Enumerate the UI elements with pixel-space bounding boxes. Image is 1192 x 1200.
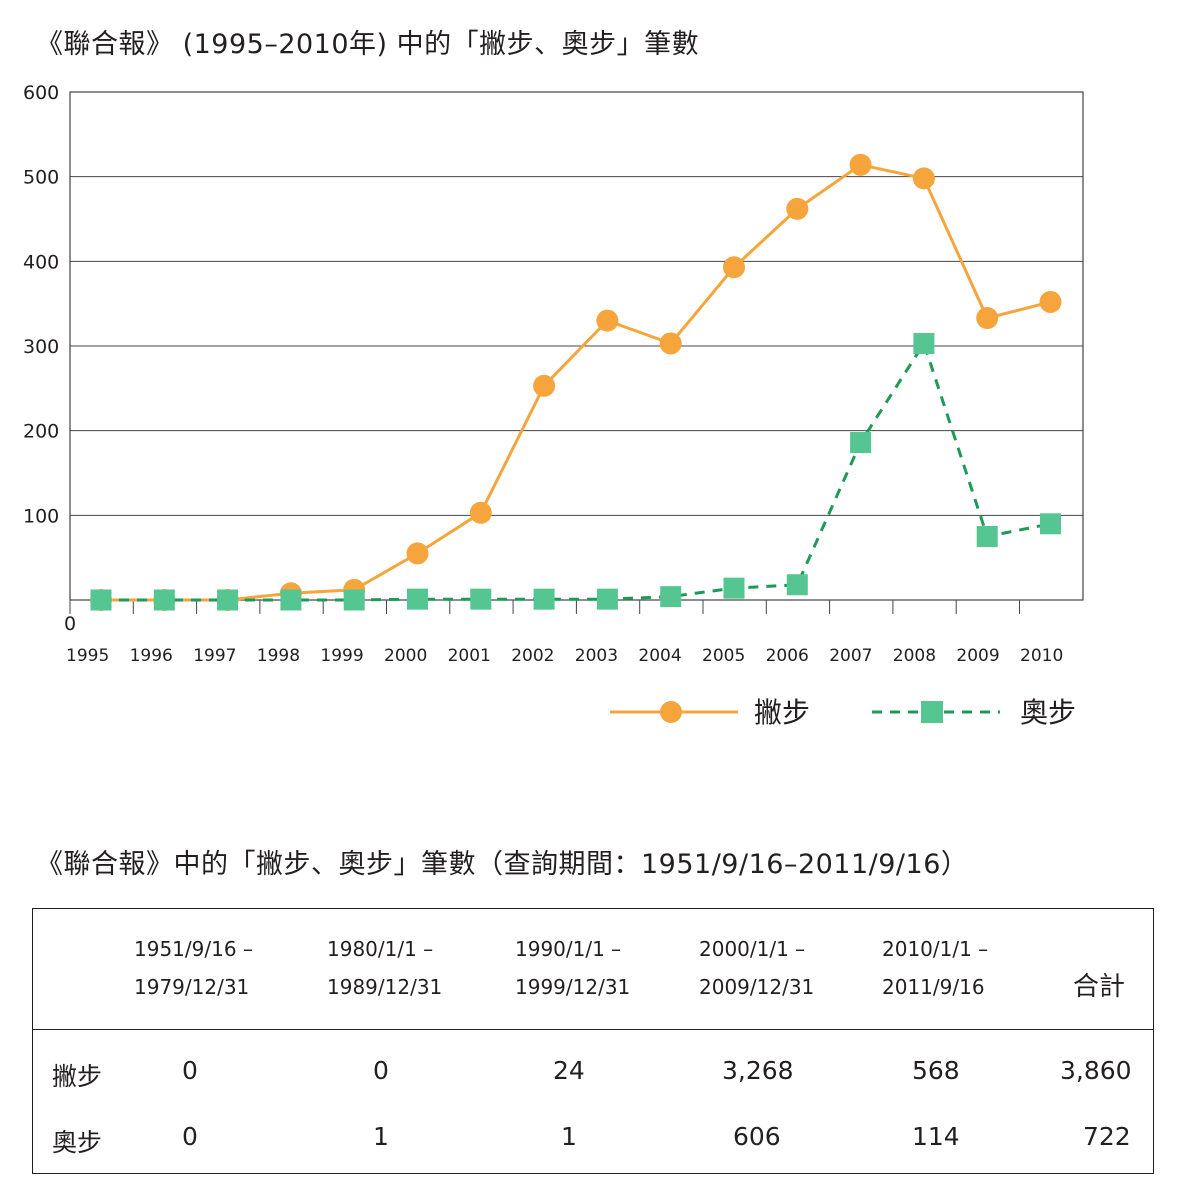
x-tick-label: 1998 — [257, 646, 300, 666]
table-title: 《聯合報》中的「撇步、奧步」筆數（查詢期間：1951/9/16–2011/9/1… — [36, 849, 969, 880]
data-point-square — [850, 432, 872, 454]
x-tick-label: 2002 — [511, 646, 554, 666]
x-tick-label: 2010 — [1020, 646, 1063, 666]
x-tick-label: 2003 — [575, 646, 618, 666]
summary-table — [32, 908, 1154, 1174]
y-tick-label: 400 — [23, 251, 59, 273]
y-tick-label: 500 — [23, 167, 59, 189]
data-point-square — [596, 588, 618, 610]
x-tick-label: 2005 — [702, 646, 745, 666]
x-axis-ticks: 1995 1996 1997 1998 1999 2000 2001 2002 2003 2004… — [66, 646, 1063, 666]
data-point-circle — [406, 542, 429, 565]
cell-aobu-5: 114 — [912, 1122, 960, 1151]
data-point-square — [407, 588, 428, 610]
data-point-square — [1040, 513, 1061, 535]
y-axis-ticks: 600 500 400 300 200 100 0 — [23, 82, 76, 635]
x-tick-label: 2000 — [384, 646, 427, 666]
data-point-circle — [596, 309, 619, 332]
data-point-square — [660, 586, 682, 608]
x-tick-label: 1996 — [130, 646, 173, 666]
col-header-total: 合計 — [1073, 972, 1126, 1002]
series-line-1 — [101, 340, 1051, 602]
cell-aobu-1: 0 — [182, 1122, 198, 1151]
x-tick-label: 2008 — [893, 646, 936, 666]
col-header-4: 2000/1/1 –2009/12/31 — [699, 937, 815, 999]
series-layer — [90, 153, 1062, 611]
y-tick-label: 0 — [64, 613, 76, 635]
data-point-square — [343, 589, 365, 611]
cell-aobu-3: 1 — [561, 1122, 577, 1151]
cell-aobu-2: 1 — [373, 1122, 389, 1151]
data-point-circle — [469, 501, 492, 524]
col-header-1: 1951/9/16 –1979/12/31 — [134, 937, 253, 999]
y-tick-label: 300 — [23, 336, 59, 358]
x-tick-label: 1999 — [320, 646, 363, 666]
data-point-square — [90, 589, 112, 611]
legend-marker-aobu — [921, 701, 943, 723]
x-tick-label: 2007 — [829, 646, 872, 666]
cell-aobu-total: 722 — [1083, 1122, 1131, 1151]
series-line-0 — [101, 163, 1051, 602]
data-point-square — [913, 332, 935, 354]
data-point-circle — [659, 332, 682, 355]
data-point-square — [280, 589, 302, 611]
y-tick-label: 100 — [23, 505, 59, 527]
line-chart: 600 500 400 300 200 100 0 1995 1996 1997 1998 1999… — [23, 82, 1084, 729]
data-point-square — [723, 577, 745, 599]
legend-label-aobu: 奧步 — [1020, 696, 1076, 729]
data-point-circle — [976, 307, 999, 330]
cell-piebu-3: 24 — [553, 1056, 585, 1085]
data-point-circle — [1039, 290, 1062, 313]
cell-piebu-4: 3,268 — [722, 1056, 794, 1085]
data-point-square — [470, 588, 492, 610]
data-point-square — [533, 588, 555, 610]
col-header-5: 2010/1/1 –2011/9/16 — [882, 937, 989, 999]
row-label-aobu: 奧步 — [52, 1128, 103, 1157]
chart-title: 《聯合報》 (1995–2010年) 中的「撇步、奧步」筆數 — [36, 29, 700, 60]
cell-piebu-total: 3,860 — [1060, 1056, 1132, 1085]
x-tick-label: 1997 — [193, 646, 236, 666]
x-tick-label: 2009 — [956, 646, 999, 666]
legend: 撇步 奧步 — [610, 696, 1076, 729]
x-tick-label: 2001 — [448, 646, 491, 666]
cell-piebu-2: 0 — [373, 1056, 389, 1085]
y-tick-label: 600 — [23, 82, 59, 104]
cell-aobu-4: 606 — [733, 1122, 781, 1151]
data-point-circle — [723, 256, 745, 279]
legend-marker-piebu — [660, 701, 682, 723]
data-point-circle — [533, 374, 556, 397]
col-header-3: 1990/1/1 –1999/12/31 — [515, 937, 631, 999]
cell-piebu-1: 0 — [182, 1056, 198, 1085]
col-header-2: 1980/1/1 –1989/12/31 — [327, 937, 443, 999]
data-point-circle — [849, 153, 872, 176]
data-point-square — [153, 589, 175, 611]
table-header-divider — [32, 1029, 1154, 1030]
y-tick-label: 200 — [23, 421, 59, 443]
x-tick-label: 1995 — [66, 646, 109, 666]
data-point-circle — [912, 167, 935, 190]
data-point-square — [217, 589, 239, 611]
x-tick-label: 2006 — [766, 646, 809, 666]
data-point-square — [786, 574, 808, 596]
x-tick-label: 2004 — [638, 646, 681, 666]
row-label-piebu: 撇步 — [52, 1062, 103, 1091]
data-point-square — [976, 526, 998, 547]
data-point-circle — [786, 197, 809, 220]
cell-piebu-5: 568 — [912, 1056, 960, 1085]
legend-label-piebu: 撇步 — [754, 696, 810, 729]
